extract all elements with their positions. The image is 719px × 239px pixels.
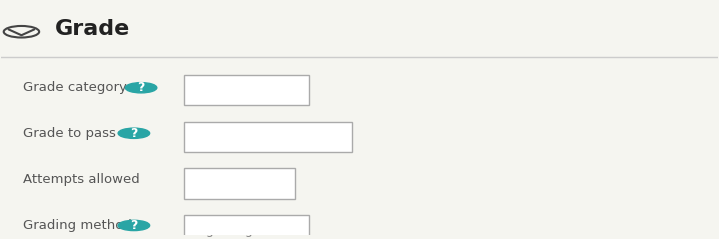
Text: Grade: Grade bbox=[55, 19, 130, 39]
Text: Grade category: Grade category bbox=[23, 81, 127, 94]
Circle shape bbox=[125, 83, 157, 93]
Text: ?: ? bbox=[130, 127, 137, 140]
Text: Grading method: Grading method bbox=[23, 219, 132, 232]
Text: Attempts allowed: Attempts allowed bbox=[23, 174, 139, 186]
Circle shape bbox=[118, 128, 150, 138]
FancyBboxPatch shape bbox=[184, 168, 295, 199]
Circle shape bbox=[118, 220, 150, 231]
Text: Highest grade ▴▾: Highest grade ▴▾ bbox=[193, 224, 298, 237]
Text: Grade to pass: Grade to pass bbox=[23, 127, 116, 140]
FancyBboxPatch shape bbox=[184, 75, 309, 105]
Text: ?: ? bbox=[130, 219, 137, 232]
Text: ?: ? bbox=[137, 81, 145, 94]
FancyBboxPatch shape bbox=[184, 215, 309, 239]
Text: Uncategorised ▴▾: Uncategorised ▴▾ bbox=[193, 84, 300, 97]
FancyBboxPatch shape bbox=[184, 122, 352, 152]
Text: Unlimited ▴▾: Unlimited ▴▾ bbox=[193, 177, 270, 190]
